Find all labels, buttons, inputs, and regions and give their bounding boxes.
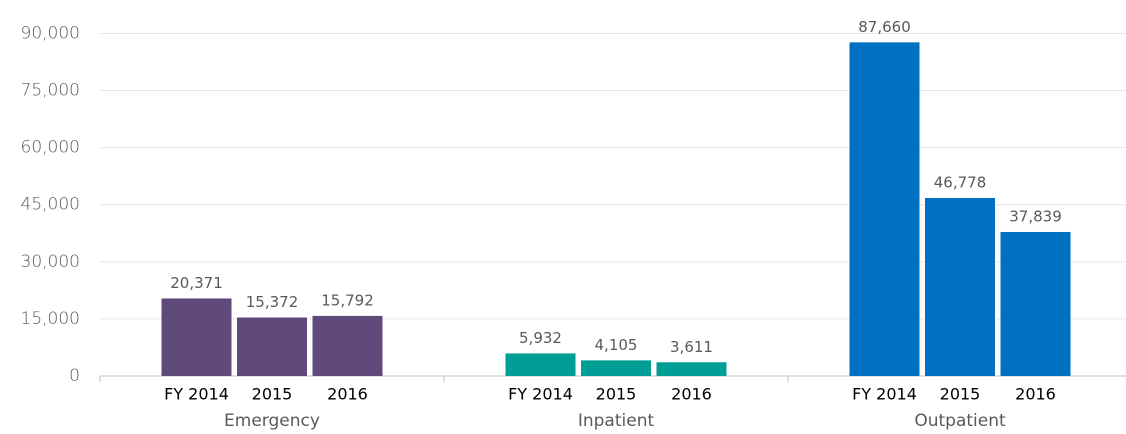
bar: [925, 197, 995, 376]
bar: [237, 317, 307, 376]
x-tick-label: 2015: [596, 385, 637, 404]
x-tick-label: 2016: [671, 385, 712, 404]
bar: [312, 315, 383, 376]
value-label: 5,932: [519, 329, 562, 347]
value-label: 3,611: [670, 338, 713, 356]
y-tick-label: 0: [69, 366, 80, 386]
x-tick-label: FY 2014: [164, 385, 229, 404]
bar: [1000, 231, 1071, 376]
value-label: 87,660: [858, 18, 911, 36]
value-label: 15,372: [246, 293, 299, 311]
x-tick-label: 2015: [252, 385, 293, 404]
group-label: Emergency: [224, 411, 320, 431]
group-label: Outpatient: [914, 411, 1006, 431]
x-tick-label: 2016: [327, 385, 368, 404]
x-tick-label: FY 2014: [852, 385, 917, 404]
x-tick-label: 2016: [1015, 385, 1056, 404]
value-label: 15,792: [321, 291, 374, 309]
x-tick-label: FY 2014: [508, 385, 573, 404]
y-tick-label: 30,000: [21, 252, 80, 272]
x-tick-label: 2015: [940, 385, 981, 404]
y-tick-label: 15,000: [21, 309, 80, 329]
bar: [656, 362, 727, 376]
y-tick-label: 75,000: [21, 81, 80, 101]
bar: [505, 353, 576, 376]
bar: [161, 298, 232, 376]
value-label: 46,778: [934, 173, 987, 191]
group-label: Inpatient: [578, 411, 655, 431]
y-tick-label: 60,000: [21, 138, 80, 158]
bar: [581, 360, 651, 376]
value-label: 37,839: [1009, 207, 1062, 225]
bar: [849, 42, 920, 376]
y-tick-label: 90,000: [21, 23, 80, 43]
value-label: 4,105: [595, 336, 638, 354]
value-label: 20,371: [170, 274, 223, 292]
y-tick-label: 45,000: [21, 195, 80, 215]
